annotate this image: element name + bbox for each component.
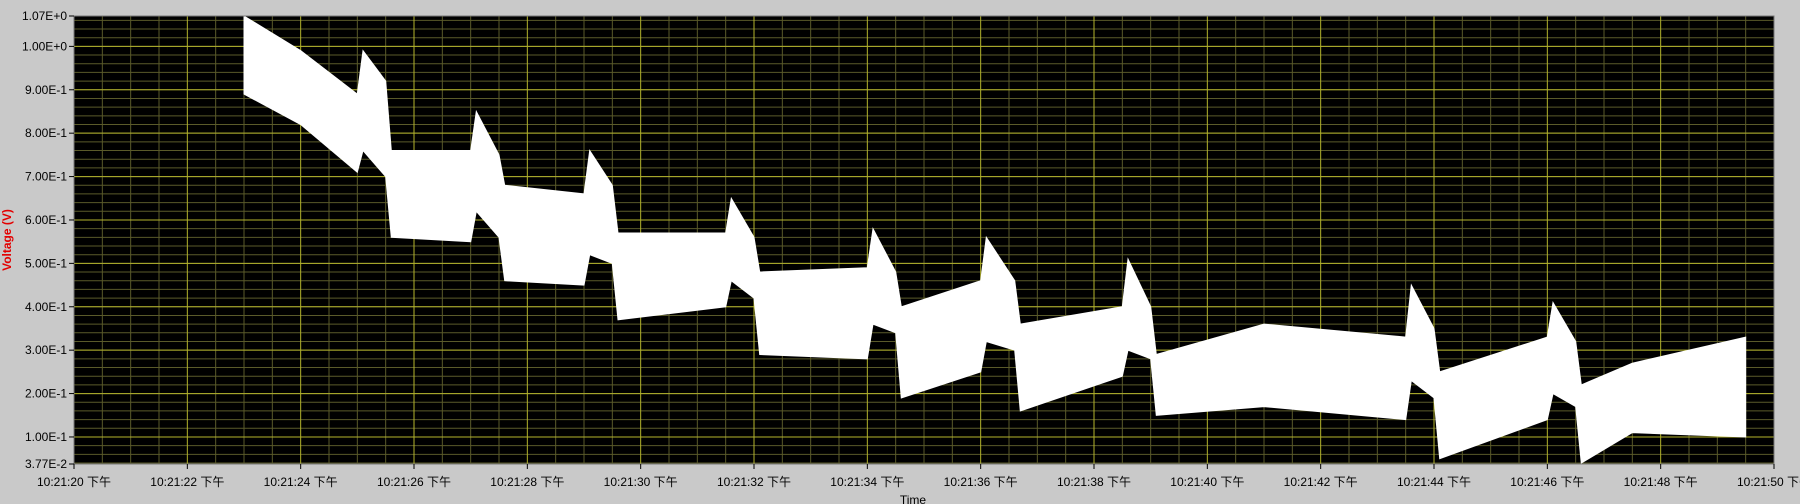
data-layer (73, 15, 1775, 465)
plot-frame (73, 15, 1775, 465)
x-tick-label: 10:21:44 下午 (1397, 475, 1471, 489)
y-tick-label: 7.00E-1 (25, 170, 67, 184)
x-tick-label: 10:21:46 下午 (1510, 475, 1584, 489)
x-tick-label: 10:21:50 下午 (1737, 475, 1800, 489)
x-tick-label: 10:21:32 下午 (717, 475, 791, 489)
y-tick-layer: 1.07E+0 1.00E+0 9.00E-1 8.00E-1 7.00E-1 6.00E… (22, 9, 74, 471)
y-tick-label: 4.00E-1 (25, 300, 67, 314)
x-tick-label: 10:21:36 下午 (944, 475, 1018, 489)
x-tick-label: 10:21:24 下午 (264, 475, 338, 489)
y-tick-label: 5.00E-1 (25, 256, 67, 270)
y-tick-label: 2.00E-1 (25, 387, 67, 401)
x-tick-label: 10:21:26 下午 (377, 475, 451, 489)
x-tick-label: 10:21:22 下午 (150, 475, 224, 489)
y-tick-label: 1.00E+0 (22, 39, 67, 53)
y-tick-label: 3.00E-1 (25, 343, 67, 357)
y-tick-label: 9.00E-1 (25, 83, 67, 97)
x-tick-label: 10:21:40 下午 (1170, 475, 1244, 489)
x-tick-label: 10:21:28 下午 (490, 475, 564, 489)
y-tick-label: 8.00E-1 (25, 126, 67, 140)
x-tick-layer: 10:21:20 下午 10:21:22 下午 10:21:24 下午 10:21:2… (37, 464, 1800, 489)
series-voltage-envelope (243, 15, 1747, 464)
y-tick-label: 6.00E-1 (25, 213, 67, 227)
x-tick-label: 10:21:20 下午 (37, 475, 111, 489)
x-axis-title: Time (900, 493, 927, 504)
x-tick-label: 10:21:34 下午 (830, 475, 904, 489)
y-tick-label: 1.00E-1 (25, 430, 67, 444)
y-tick-label: 3.77E-2 (25, 457, 67, 471)
y-axis-title: Voltage (V) (0, 209, 14, 271)
y-tick-label: 1.07E+0 (22, 9, 67, 23)
x-tick-label: 10:21:38 下午 (1057, 475, 1131, 489)
x-tick-label: 10:21:30 下午 (604, 475, 678, 489)
x-tick-label: 10:21:42 下午 (1284, 475, 1358, 489)
x-tick-label: 10:21:48 下午 (1624, 475, 1698, 489)
